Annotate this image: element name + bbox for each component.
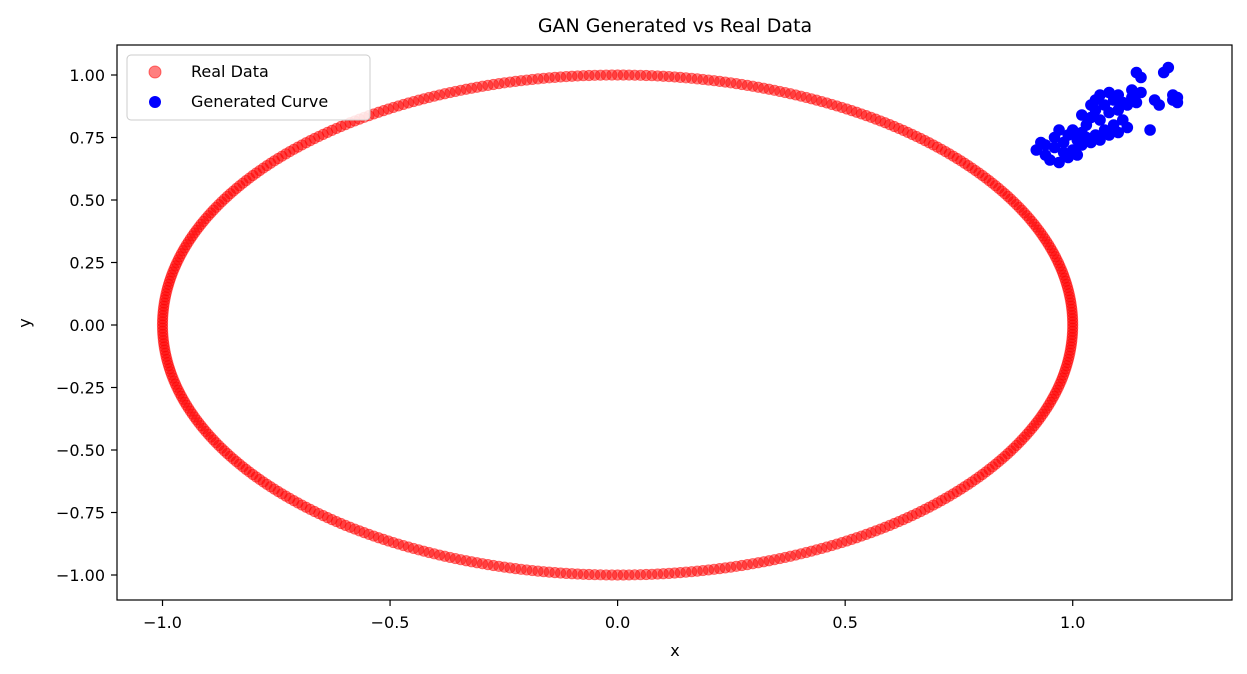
y-tick-label: −0.50: [56, 441, 105, 460]
generated-point: [1112, 126, 1125, 139]
y-tick-label: 1.00: [69, 66, 105, 85]
generated-point: [1076, 109, 1088, 121]
y-tick-label: 0.00: [69, 316, 105, 335]
generated-point: [1130, 96, 1143, 109]
y-tick-label: −0.25: [56, 379, 105, 398]
x-tick-label: 0.5: [832, 613, 857, 632]
generated-point: [1053, 156, 1065, 169]
generated-point: [1094, 134, 1106, 146]
generated-point: [1044, 154, 1056, 166]
generated-point: [1135, 71, 1147, 84]
generated-point: [1121, 121, 1134, 134]
y-tick-label: 0.50: [69, 191, 105, 210]
generated-point: [1162, 61, 1175, 74]
real-data-series: [156, 69, 1079, 581]
y-tick-label: 0.75: [69, 129, 105, 148]
legend-box: [126, 54, 371, 121]
legend-marker-generated-curve: [149, 96, 161, 108]
chart-title: GAN Generated vs Real Data: [538, 15, 812, 37]
y-tick-label: 0.25: [69, 254, 105, 273]
y-tick-label: −0.75: [56, 504, 105, 523]
axes-frame: [116, 44, 1233, 601]
generated-point: [1135, 86, 1147, 99]
generated-point: [1171, 91, 1184, 104]
generated-point: [1103, 129, 1115, 141]
x-axis-label: x: [670, 641, 679, 660]
generated-point: [1153, 99, 1165, 111]
generated-point: [1053, 124, 1065, 136]
legend-label-generated-curve: Generated Curve: [191, 92, 328, 111]
x-axis: −1.0 −0.5 0.0 0.5 1.0: [143, 600, 1085, 632]
generated-point: [1039, 139, 1052, 151]
legend-marker-real-data: [148, 65, 162, 79]
x-tick-label: 1.0: [1060, 613, 1085, 632]
x-tick-label: 0.0: [605, 613, 630, 632]
y-axis-label: y: [15, 318, 34, 327]
generated-curve-series: [1030, 61, 1184, 169]
x-tick-label: −0.5: [371, 613, 410, 632]
generated-point: [1103, 106, 1115, 119]
legend-label-real-data: Real Data: [191, 62, 269, 81]
generated-point: [1094, 89, 1106, 101]
y-axis: 1.00 0.75 0.50 0.25 0.00 −0.25 −0.50 −0.75 −1.00: [56, 66, 117, 585]
legend: Real Data Generated Curve: [126, 54, 371, 121]
generated-point: [1085, 99, 1097, 111]
y-tick-label: −1.00: [56, 566, 105, 585]
generated-point: [1094, 114, 1106, 126]
generated-point: [1144, 124, 1156, 136]
real-data-point: [1067, 322, 1079, 334]
x-tick-label: −1.0: [143, 613, 182, 632]
generated-point: [1071, 149, 1084, 161]
generated-point: [1048, 141, 1061, 154]
generated-point: [1126, 84, 1138, 96]
generated-point: [1066, 124, 1079, 136]
